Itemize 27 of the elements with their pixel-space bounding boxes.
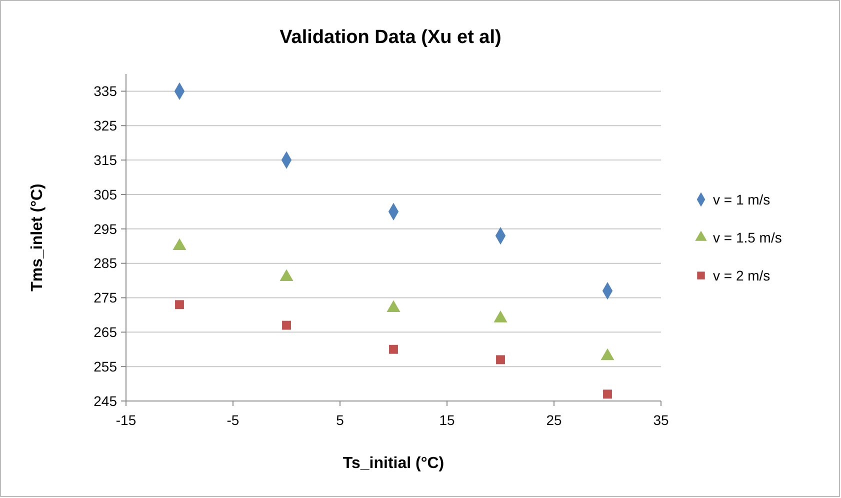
x-tick-label: -15	[116, 412, 136, 428]
y-tick-label: 315	[94, 152, 118, 168]
point	[496, 355, 505, 364]
point	[603, 390, 612, 399]
x-tick-label: 5	[336, 412, 344, 428]
x-tick-label: 35	[653, 412, 669, 428]
legend-label: v = 1 m/s	[713, 191, 770, 208]
x-tick-label: 25	[546, 412, 562, 428]
y-axis-title: Tms_inlet (°C)	[29, 184, 46, 292]
y-tick-label: 245	[94, 392, 118, 409]
y-tick-label: 255	[94, 358, 118, 374]
point	[175, 300, 184, 310]
legend-label: v = 2 m/s	[713, 267, 770, 284]
point	[389, 344, 398, 354]
y-tick-label: 335	[94, 83, 118, 100]
y-tick-label: 305	[94, 186, 118, 202]
x-axis-title: Ts_initial (°C)	[342, 455, 444, 472]
legend-label: v = 1.5 m/s	[713, 229, 782, 246]
point	[282, 320, 291, 330]
y-tick-label: 325	[94, 118, 118, 134]
x-tick-label: -5	[226, 412, 240, 428]
y-tick-label: 265	[94, 324, 118, 340]
y-tick-label: 295	[94, 220, 118, 237]
x-tick-label: 15	[439, 412, 455, 428]
y-tick-label: 275	[94, 290, 118, 306]
chart-title: Validation Data (Xu et al)	[280, 27, 502, 48]
y-tick-label: 285	[94, 255, 118, 272]
